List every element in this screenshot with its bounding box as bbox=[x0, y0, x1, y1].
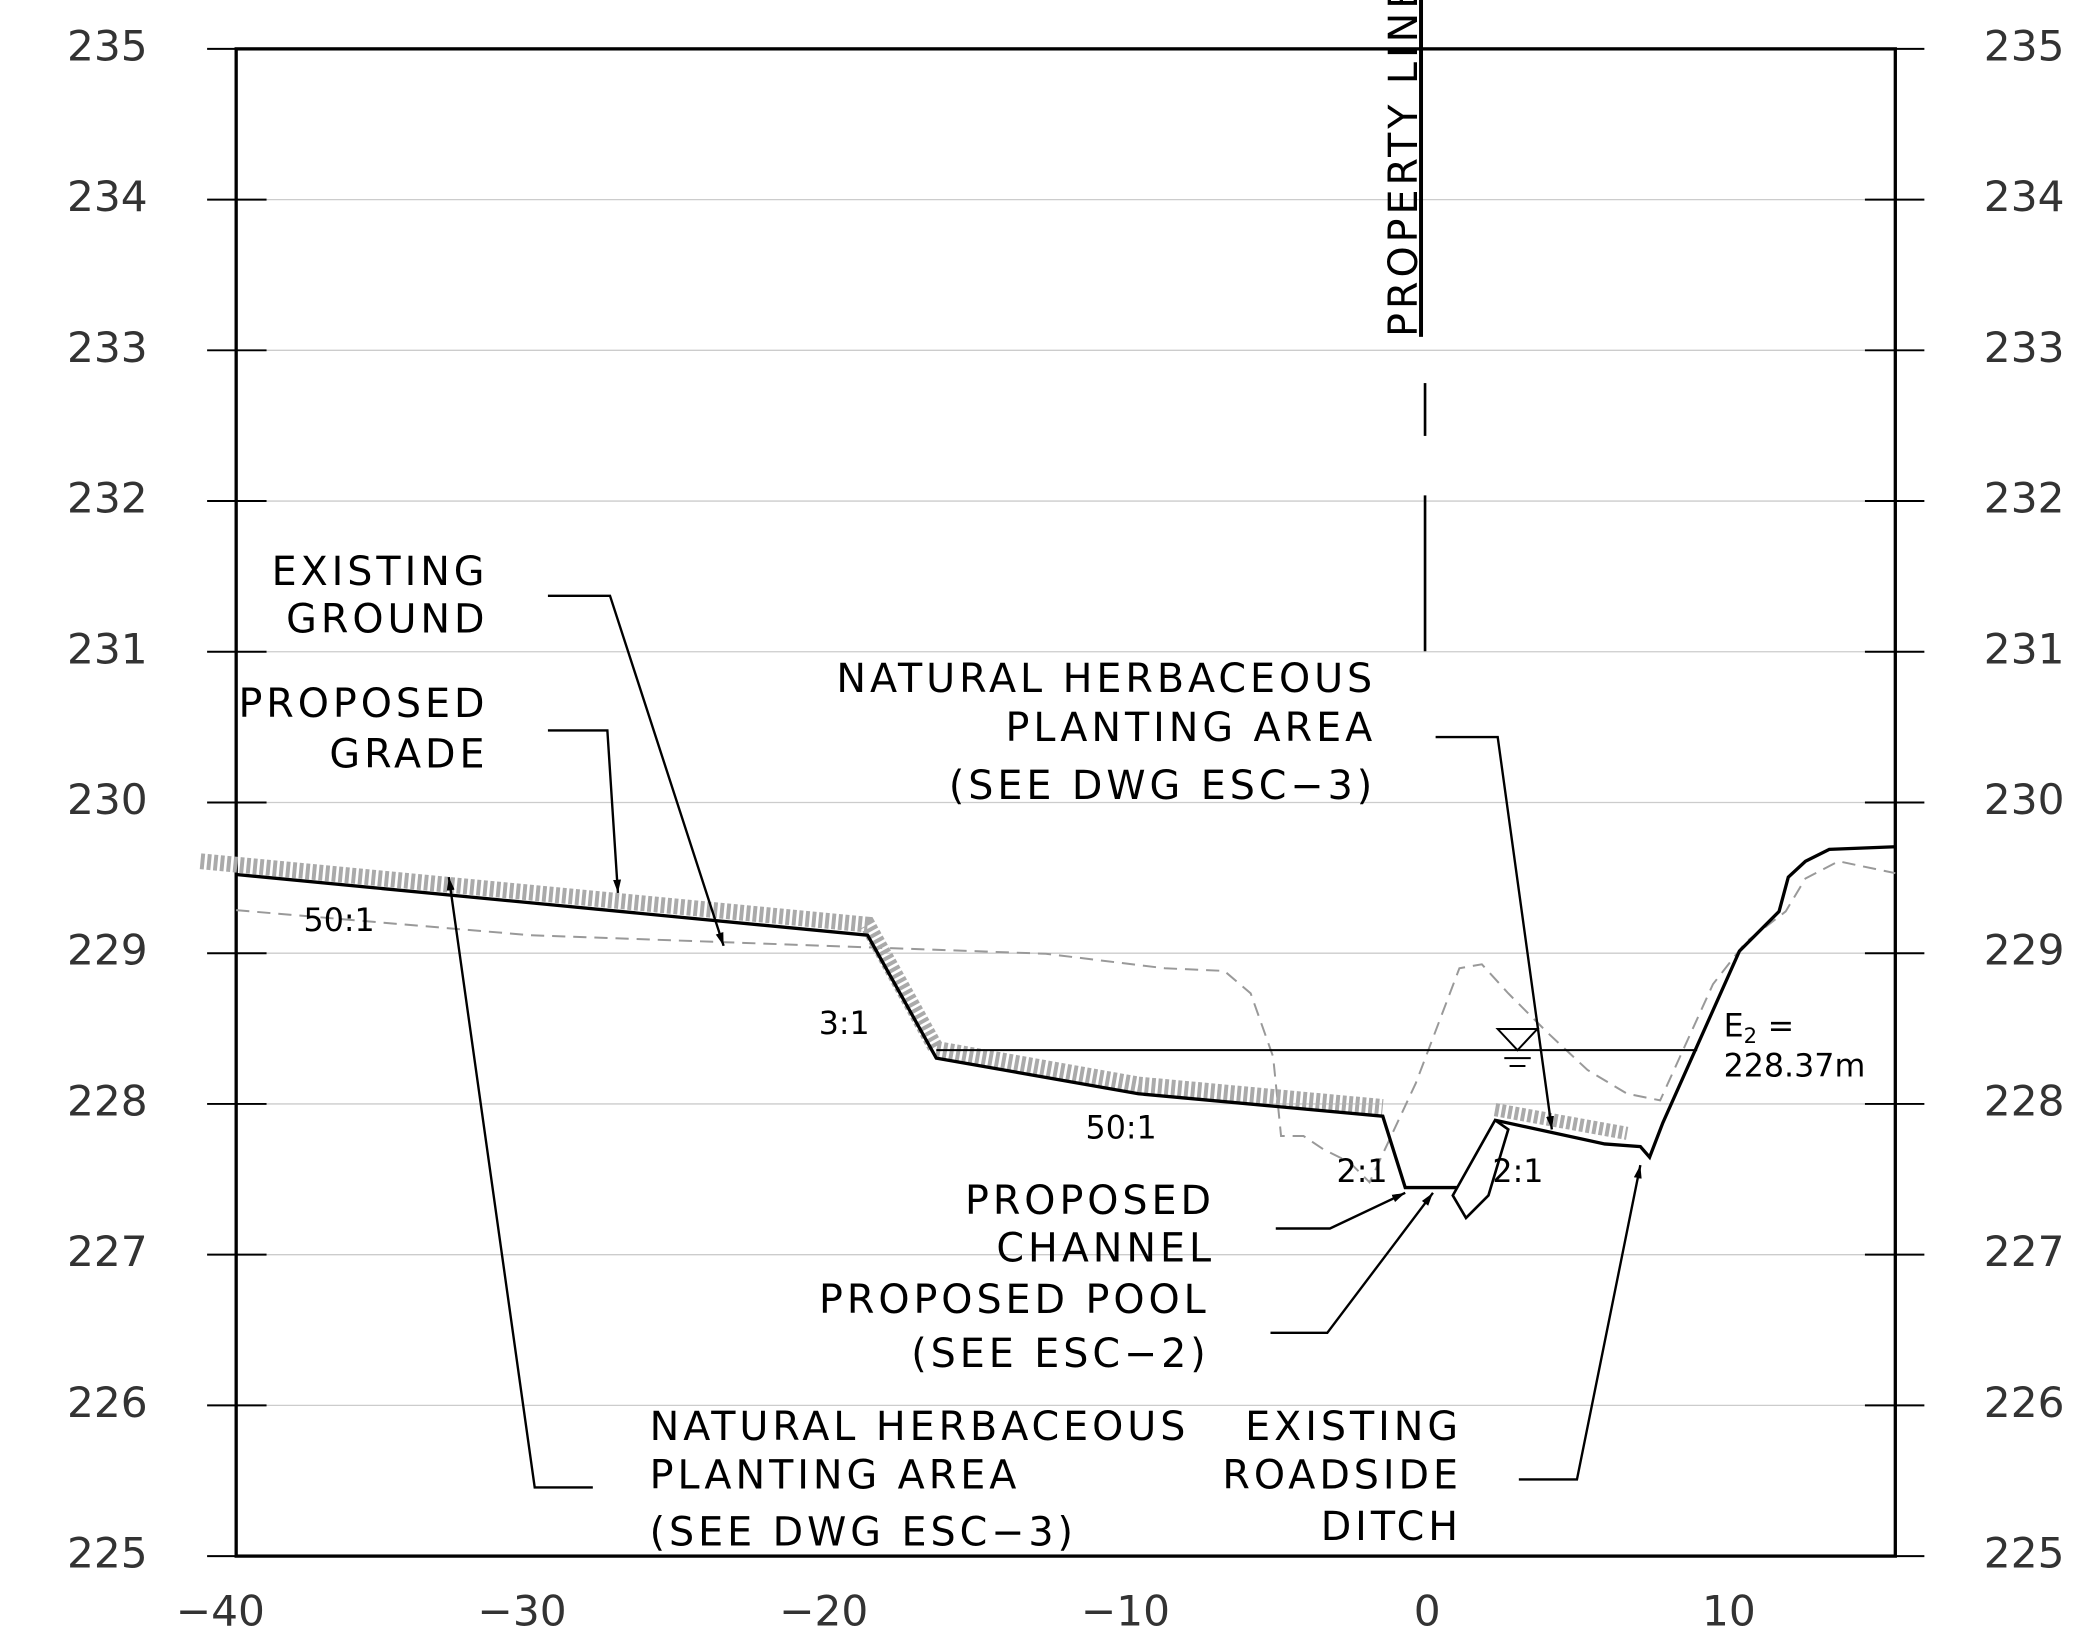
planting-hatch bbox=[199, 853, 1384, 1115]
leader bbox=[1275, 1191, 1406, 1230]
slope-label: 3:1 bbox=[819, 1006, 870, 1042]
y-tick-label: 234 bbox=[1984, 172, 2065, 221]
y-tick-label: 226 bbox=[67, 1378, 148, 1427]
leaders bbox=[446, 594, 1642, 1489]
x-tick-label: −30 bbox=[477, 1587, 566, 1636]
label: NATURAL HERBACEOUS bbox=[650, 1404, 1190, 1450]
leader bbox=[547, 594, 725, 947]
y-tick-label: 225 bbox=[67, 1529, 148, 1578]
x-tick-label: 10 bbox=[1702, 1587, 1756, 1636]
y-tick-label: 225 bbox=[1984, 1529, 2065, 1578]
x-tick-label: −40 bbox=[176, 1587, 265, 1636]
y-tick-label: 230 bbox=[67, 775, 148, 824]
frame bbox=[234, 47, 1897, 1558]
leader bbox=[446, 876, 593, 1489]
subscript: 2 bbox=[1744, 1023, 1757, 1048]
proposed-grade bbox=[1494, 845, 1896, 1161]
x-tick-label: 0 bbox=[1414, 1587, 1441, 1636]
leader bbox=[547, 729, 622, 894]
y-tick-label: 235 bbox=[67, 21, 148, 70]
y-tick-label: 228 bbox=[67, 1076, 148, 1125]
proposed-grade bbox=[236, 872, 1469, 1190]
slope-label: 50:1 bbox=[304, 903, 375, 939]
label: GROUND bbox=[286, 597, 488, 643]
leader bbox=[1435, 735, 1554, 1130]
y-tick-label: 232 bbox=[1984, 474, 2065, 523]
slope-label: 50:1 bbox=[1086, 1110, 1157, 1146]
label: NATURAL HERBACEOUS bbox=[836, 656, 1376, 702]
riprap bbox=[1451, 1118, 1510, 1221]
symbol: E bbox=[1724, 1009, 1744, 1045]
water-label: E2 = bbox=[1724, 1009, 1795, 1048]
slope-label: 2:1 bbox=[1492, 1154, 1543, 1190]
x-tick-label: −20 bbox=[779, 1587, 868, 1636]
leader bbox=[1518, 1164, 1642, 1481]
planting-hatch bbox=[1493, 1103, 1629, 1140]
label: ROADSIDE bbox=[1222, 1453, 1462, 1499]
x-tick-label: −10 bbox=[1081, 1587, 1170, 1636]
y-tick-label: 229 bbox=[1984, 926, 2065, 975]
label: GRADE bbox=[329, 731, 488, 777]
label: PLANTING AREA bbox=[650, 1453, 1021, 1499]
y-tick-label: 227 bbox=[1984, 1227, 2065, 1276]
y-tick-label: 234 bbox=[67, 172, 148, 221]
label: PROPOSED bbox=[965, 1178, 1215, 1224]
label: (SEE ESC−2) bbox=[911, 1331, 1209, 1377]
y-tick-label: 229 bbox=[67, 926, 148, 975]
y-tick-label: 226 bbox=[1984, 1378, 2065, 1427]
y-tick-label: 228 bbox=[1984, 1076, 2065, 1125]
label: CHANNEL bbox=[996, 1225, 1215, 1271]
water-label: 228.37m bbox=[1724, 1048, 1866, 1084]
y-tick-label: 233 bbox=[67, 323, 148, 372]
label: (SEE DWG ESC−3) bbox=[650, 1509, 1077, 1555]
water-symbol bbox=[1495, 1028, 1540, 1068]
property-line-label: PROPERTY LINE bbox=[1381, 0, 1427, 337]
equals: = bbox=[1768, 1009, 1795, 1045]
label: PROPOSED POOL bbox=[819, 1277, 1210, 1323]
y-tick-label: 235 bbox=[1984, 21, 2065, 70]
label: DITCH bbox=[1321, 1504, 1462, 1550]
leader bbox=[1270, 1192, 1434, 1335]
y-tick-label: 231 bbox=[67, 624, 148, 673]
label: EXISTING bbox=[272, 549, 489, 595]
y-tick-label: 233 bbox=[1984, 323, 2065, 372]
y-tick-label: 230 bbox=[1984, 775, 2065, 824]
label: EXISTING bbox=[1245, 1404, 1462, 1450]
y-tick-label: 231 bbox=[1984, 624, 2065, 673]
y-tick-label: 227 bbox=[67, 1227, 148, 1276]
label: PLANTING AREA bbox=[1006, 705, 1377, 751]
y-tick-label: 232 bbox=[67, 474, 148, 523]
slope-label: 2:1 bbox=[1337, 1154, 1388, 1190]
label: (SEE DWG ESC−3) bbox=[949, 763, 1376, 809]
label: PROPOSED bbox=[238, 681, 488, 727]
